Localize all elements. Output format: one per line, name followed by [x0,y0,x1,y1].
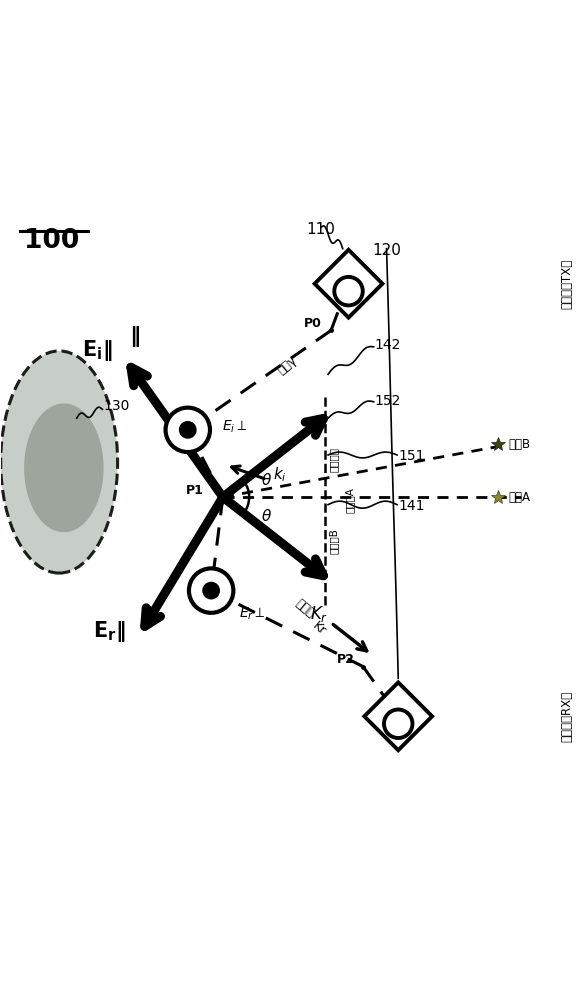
Circle shape [179,422,196,438]
Text: $E_i$$\perp$: $E_i$$\perp$ [222,419,247,435]
Polygon shape [364,682,432,750]
Circle shape [166,408,210,452]
Text: 142: 142 [375,338,401,352]
Text: 十字线B: 十字线B [329,528,339,554]
Text: 透明屏幕: 透明屏幕 [329,447,339,472]
Text: 光点B: 光点B [508,438,530,451]
Circle shape [384,710,413,738]
Text: 射频γ: 射频γ [275,354,299,377]
Text: $\mathbf{E_r}$$\mathbf{\|}$: $\mathbf{E_r}$$\mathbf{\|}$ [93,619,125,644]
Text: 130: 130 [103,399,130,413]
Text: P1: P1 [186,484,204,497]
Text: 反射束: 反射束 [292,596,317,620]
Text: 151: 151 [398,449,425,463]
Text: $\theta$: $\theta$ [261,472,272,488]
Ellipse shape [1,351,118,573]
Text: $\theta$: $\theta$ [261,508,272,524]
Text: Kr: Kr [310,619,329,638]
Text: $E_r$$\perp$: $E_r$$\perp$ [239,606,265,622]
Text: $k_i$: $k_i$ [273,466,287,484]
Text: ‖: ‖ [130,326,141,347]
Circle shape [334,277,363,305]
Text: 100: 100 [24,228,79,254]
Text: 十字线A: 十字线A [345,487,355,513]
Text: 光点A: 光点A [508,491,530,504]
Text: 120: 120 [372,243,401,258]
Text: P2: P2 [336,653,355,666]
Text: $\mathbf{E_i}$$\mathbf{\|}$: $\mathbf{E_i}$$\mathbf{\|}$ [82,338,113,363]
Text: 110: 110 [306,222,335,237]
Text: P0: P0 [304,317,322,330]
Text: $K_r$: $K_r$ [310,604,328,624]
Polygon shape [315,250,383,318]
Text: 152: 152 [375,394,401,408]
Circle shape [189,568,233,613]
Text: 接收器（RX）: 接收器（RX） [561,691,574,742]
Ellipse shape [24,403,104,532]
Text: 发射器（TX）: 发射器（TX） [561,259,574,309]
Circle shape [203,582,219,599]
Text: ‖: ‖ [141,606,152,627]
Text: 141: 141 [398,499,425,513]
